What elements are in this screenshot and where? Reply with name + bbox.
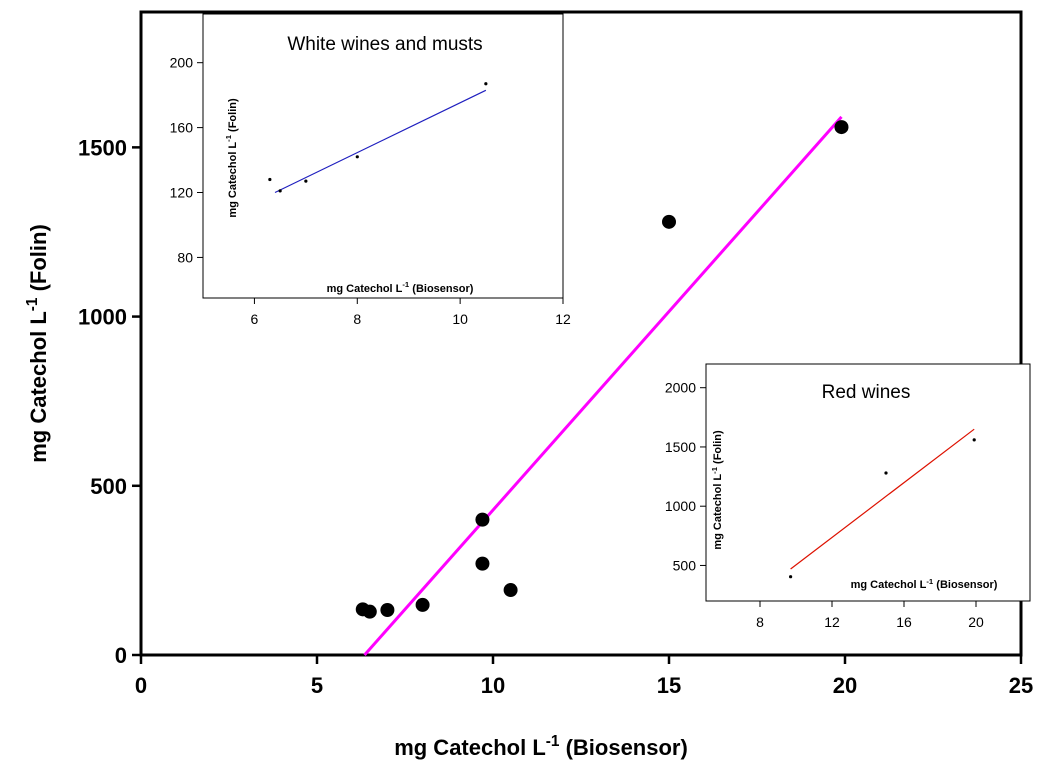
white-inset-data-point bbox=[484, 82, 488, 86]
white-inset-y-tick-label: 200 bbox=[170, 55, 194, 71]
red-inset-x-axis-label: mg Catechol L-1 (Biosensor) bbox=[851, 577, 998, 591]
red-inset-plot: 8 12 16 20 500 1000 1500 2000 Red wines mg Catech… bbox=[665, 363, 1031, 630]
main-y-tick-label: 1500 bbox=[78, 135, 127, 160]
main-data-point bbox=[475, 512, 490, 527]
main-x-tick-label: 25 bbox=[1009, 673, 1033, 698]
white-inset-y-tick-label: 160 bbox=[170, 120, 194, 136]
main-x-axis-label: mg Catechol L-1 (Biosensor) bbox=[394, 733, 688, 760]
main-data-point bbox=[415, 597, 430, 612]
main-y-tick-label: 500 bbox=[90, 474, 127, 499]
red-inset-data-point bbox=[972, 438, 976, 442]
white-inset-data-point bbox=[268, 177, 272, 182]
white-inset-y-tick-label: 80 bbox=[177, 249, 193, 265]
white-inset-plot: 6 8 10 12 80 120 160 200 White wines and musts mg… bbox=[170, 13, 571, 327]
red-inset-data-point bbox=[789, 575, 793, 579]
main-data-point bbox=[475, 556, 490, 571]
white-inset-data-point bbox=[304, 179, 308, 183]
red-inset-x-tick-label: 20 bbox=[968, 614, 984, 630]
main-data-point bbox=[834, 120, 849, 135]
main-x-tick-label: 20 bbox=[833, 673, 857, 698]
white-inset-fit-line bbox=[274, 89, 487, 194]
white-inset-x-tick-label: 8 bbox=[353, 311, 361, 327]
red-inset-y-axis-label: mg Catechol L-1 (Folin) bbox=[710, 430, 724, 550]
white-inset-y-axis-label: mg Catechol L-1 (Folin) bbox=[224, 98, 239, 218]
red-inset-data-point bbox=[884, 471, 888, 475]
red-inset-title: Red wines bbox=[822, 382, 911, 403]
white-inset-x-tick-label: 12 bbox=[555, 311, 571, 327]
white-inset-data-point bbox=[278, 189, 282, 193]
main-data-point bbox=[362, 604, 377, 619]
red-inset-fit-line bbox=[790, 428, 975, 570]
main-y-tick-label: 0 bbox=[115, 643, 127, 668]
white-inset-x-tick-label: 10 bbox=[452, 311, 468, 327]
red-inset-y-tick-label: 2000 bbox=[665, 380, 696, 396]
white-inset-x-axis-label: mg Catechol L-1 (Biosensor) bbox=[327, 280, 474, 295]
main-fit-line bbox=[363, 115, 843, 656]
main-y-tick-label: 1000 bbox=[78, 305, 127, 330]
main-x-tick-label: 5 bbox=[311, 673, 323, 698]
white-inset-x-tick-label: 6 bbox=[251, 311, 259, 327]
main-data-point bbox=[380, 602, 395, 617]
main-data-point bbox=[503, 583, 518, 598]
red-inset-y-tick-label: 500 bbox=[673, 557, 697, 573]
red-inset-x-tick-label: 16 bbox=[896, 614, 912, 630]
main-x-tick-label: 0 bbox=[135, 673, 147, 698]
red-inset-frame bbox=[705, 363, 1031, 602]
main-x-tick-label: 15 bbox=[657, 673, 681, 698]
white-inset-data-point bbox=[355, 155, 359, 159]
main-y-axis-label: mg Catechol L-1 (Folin) bbox=[24, 224, 51, 463]
red-inset-y-tick-label: 1500 bbox=[665, 439, 696, 455]
red-inset-x-tick-label: 8 bbox=[756, 614, 764, 630]
red-inset-x-tick-label: 12 bbox=[824, 614, 840, 630]
white-inset-frame bbox=[202, 13, 564, 299]
main-data-point bbox=[662, 214, 676, 229]
white-inset-y-tick-label: 120 bbox=[170, 185, 194, 201]
white-inset-title: White wines and musts bbox=[287, 34, 482, 55]
red-inset-y-tick-label: 1000 bbox=[665, 498, 696, 514]
main-x-tick-label: 10 bbox=[481, 673, 505, 698]
